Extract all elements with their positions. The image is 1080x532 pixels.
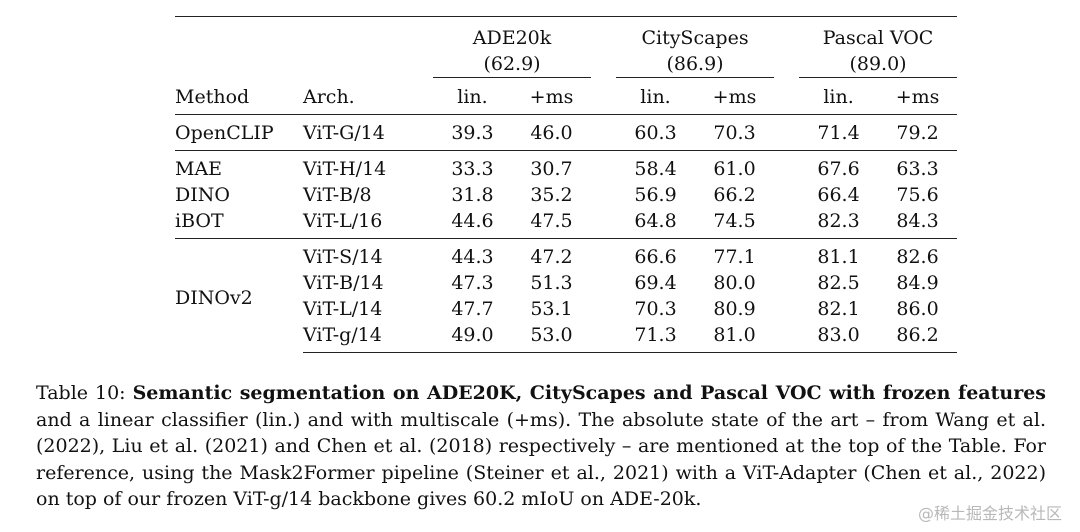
value-cell: 66.2 <box>713 184 756 206</box>
value-cell: 47.7 <box>451 298 494 320</box>
value-cell: 56.9 <box>634 184 677 206</box>
arch-cell: ViT-H/14 <box>303 150 433 182</box>
arch-cell: ViT-g/14 <box>303 322 433 353</box>
value-cell-best: 86.2 <box>878 322 958 353</box>
table-row: OpenCLIP ViT-G/14 39.3 46.0 60.3 70.3 71… <box>175 114 958 151</box>
arch-cell: ViT-S/14 <box>303 238 433 270</box>
value-cell: 63.3 <box>878 150 958 182</box>
value-cell: 60.3 <box>616 114 696 151</box>
header-lin: lin. <box>823 86 854 108</box>
arch-cell: ViT-B/14 <box>303 272 384 294</box>
watermark: @稀土掘金技术社区 <box>917 504 1062 523</box>
results-table: ADE20k (62.9) CityScapes (86.9) Pascal V… <box>175 16 958 353</box>
table-row: ViT-g/14 49.0 53.0 71.3 81.0 83.0 86.2 <box>175 322 958 353</box>
value-cell: 86.0 <box>896 298 939 320</box>
table-row: MAE ViT-H/14 33.3 30.7 58.4 61.0 67.6 63… <box>175 150 958 182</box>
caption-body: and a linear classifier (lin.) and with … <box>36 408 1046 511</box>
value-cell: 47.5 <box>530 210 573 232</box>
value-cell: 58.4 <box>616 150 696 182</box>
value-cell: 77.1 <box>695 238 775 270</box>
value-cell: 35.2 <box>530 184 573 206</box>
dataset-header-cityscapes: CityScapes (86.9) <box>616 16 775 78</box>
value-cell-best: 81.0 <box>695 322 775 353</box>
value-cell: 47.3 <box>451 272 494 294</box>
value-cell: 70.3 <box>634 298 677 320</box>
value-cell: 71.4 <box>799 114 879 151</box>
value-cell: 69.4 <box>634 272 677 294</box>
value-cell: 82.5 <box>817 272 860 294</box>
caption-label: Table 10: <box>36 382 133 404</box>
arch-cell: ViT-L/16 <box>303 210 383 232</box>
value-cell: 46.0 <box>512 114 592 151</box>
value-cell: 44.6 <box>451 210 494 232</box>
dataset-header-ade20k: ADE20k (62.9) <box>433 16 592 78</box>
method-cell: iBOT <box>175 210 224 232</box>
table-caption: Table 10: Semantic segmentation on ADE20… <box>36 380 1046 513</box>
table-row: DINOv2 ViT-S/14 44.3 47.2 66.6 77.1 81.1… <box>175 238 958 353</box>
value-cell: 84.3 <box>896 210 939 232</box>
dataset-name: Pascal VOC <box>822 27 934 49</box>
results-table-container: ADE20k (62.9) CityScapes (86.9) Pascal V… <box>175 16 958 353</box>
value-cell-best: 49.0 <box>433 322 512 353</box>
value-cell: 66.6 <box>616 238 696 270</box>
header-lin: lin. <box>457 86 488 108</box>
dataset-name: ADE20k <box>472 27 552 49</box>
header-ms: +ms <box>895 86 940 108</box>
table-row: ViT-L/14 47.7 53.1 70.3 80.9 82.1 86.0 <box>175 296 957 322</box>
value-cell: 30.7 <box>512 150 592 182</box>
arch-cell: ViT-L/14 <box>303 298 383 320</box>
value-cell: 44.3 <box>433 238 512 270</box>
value-cell: 70.3 <box>695 114 775 151</box>
value-cell: 33.3 <box>433 150 512 182</box>
header-datasets-row: ADE20k (62.9) CityScapes (86.9) Pascal V… <box>175 16 958 78</box>
value-cell: 82.6 <box>878 238 958 270</box>
header-ms: +ms <box>712 86 757 108</box>
value-cell: 53.0 <box>512 322 592 353</box>
value-cell: 64.8 <box>634 210 677 232</box>
value-cell: 82.3 <box>817 210 860 232</box>
header-columns-row: Method Arch. lin. +ms lin. +ms lin. +ms <box>175 78 957 115</box>
value-cell: 75.6 <box>896 184 939 206</box>
header-method: Method <box>175 85 250 108</box>
dataset-header-pascal-voc: Pascal VOC (89.0) <box>799 16 958 78</box>
table-row: ViT-B/14 47.3 51.3 69.4 80.0 82.5 84.9 <box>175 270 957 296</box>
method-cell-dinov2: DINOv2 <box>175 238 303 353</box>
value-cell: 31.8 <box>451 184 494 206</box>
value-cell: 79.2 <box>878 114 958 151</box>
value-cell: 66.4 <box>817 184 860 206</box>
method-cell: OpenCLIP <box>175 114 303 151</box>
header-lin: lin. <box>640 86 671 108</box>
value-cell: 74.5 <box>713 210 756 232</box>
method-cell: DINO <box>175 184 230 206</box>
header-arch: Arch. <box>303 85 355 108</box>
value-cell: 81.1 <box>799 238 879 270</box>
value-cell: 61.0 <box>695 150 775 182</box>
dataset-sota: (89.0) <box>849 53 907 75</box>
dataset-sota: (86.9) <box>666 53 724 75</box>
caption-title: Semantic segmentation on ADE20K, CitySca… <box>132 382 1046 404</box>
header-ms: +ms <box>529 86 574 108</box>
value-cell: 82.1 <box>817 298 860 320</box>
value-cell: 51.3 <box>530 272 573 294</box>
value-cell: 84.9 <box>896 272 939 294</box>
table-row: iBOT ViT-L/16 44.6 47.5 64.8 74.5 82.3 8… <box>175 208 957 239</box>
method-cell: MAE <box>175 150 303 182</box>
arch-cell: ViT-G/14 <box>303 114 433 151</box>
value-cell: 67.6 <box>799 150 879 182</box>
arch-cell: ViT-B/8 <box>303 184 372 206</box>
value-cell: 39.3 <box>433 114 512 151</box>
value-cell-best: 71.3 <box>616 322 696 353</box>
value-cell-best: 83.0 <box>799 322 879 353</box>
value-cell-best: 53.1 <box>530 298 573 320</box>
dataset-sota: (62.9) <box>483 53 541 75</box>
dataset-name: CityScapes <box>641 27 749 49</box>
value-cell: 80.0 <box>713 272 756 294</box>
table-row: DINO ViT-B/8 31.8 35.2 56.9 66.2 66.4 75… <box>175 182 957 208</box>
value-cell: 47.2 <box>512 238 592 270</box>
value-cell: 80.9 <box>713 298 756 320</box>
